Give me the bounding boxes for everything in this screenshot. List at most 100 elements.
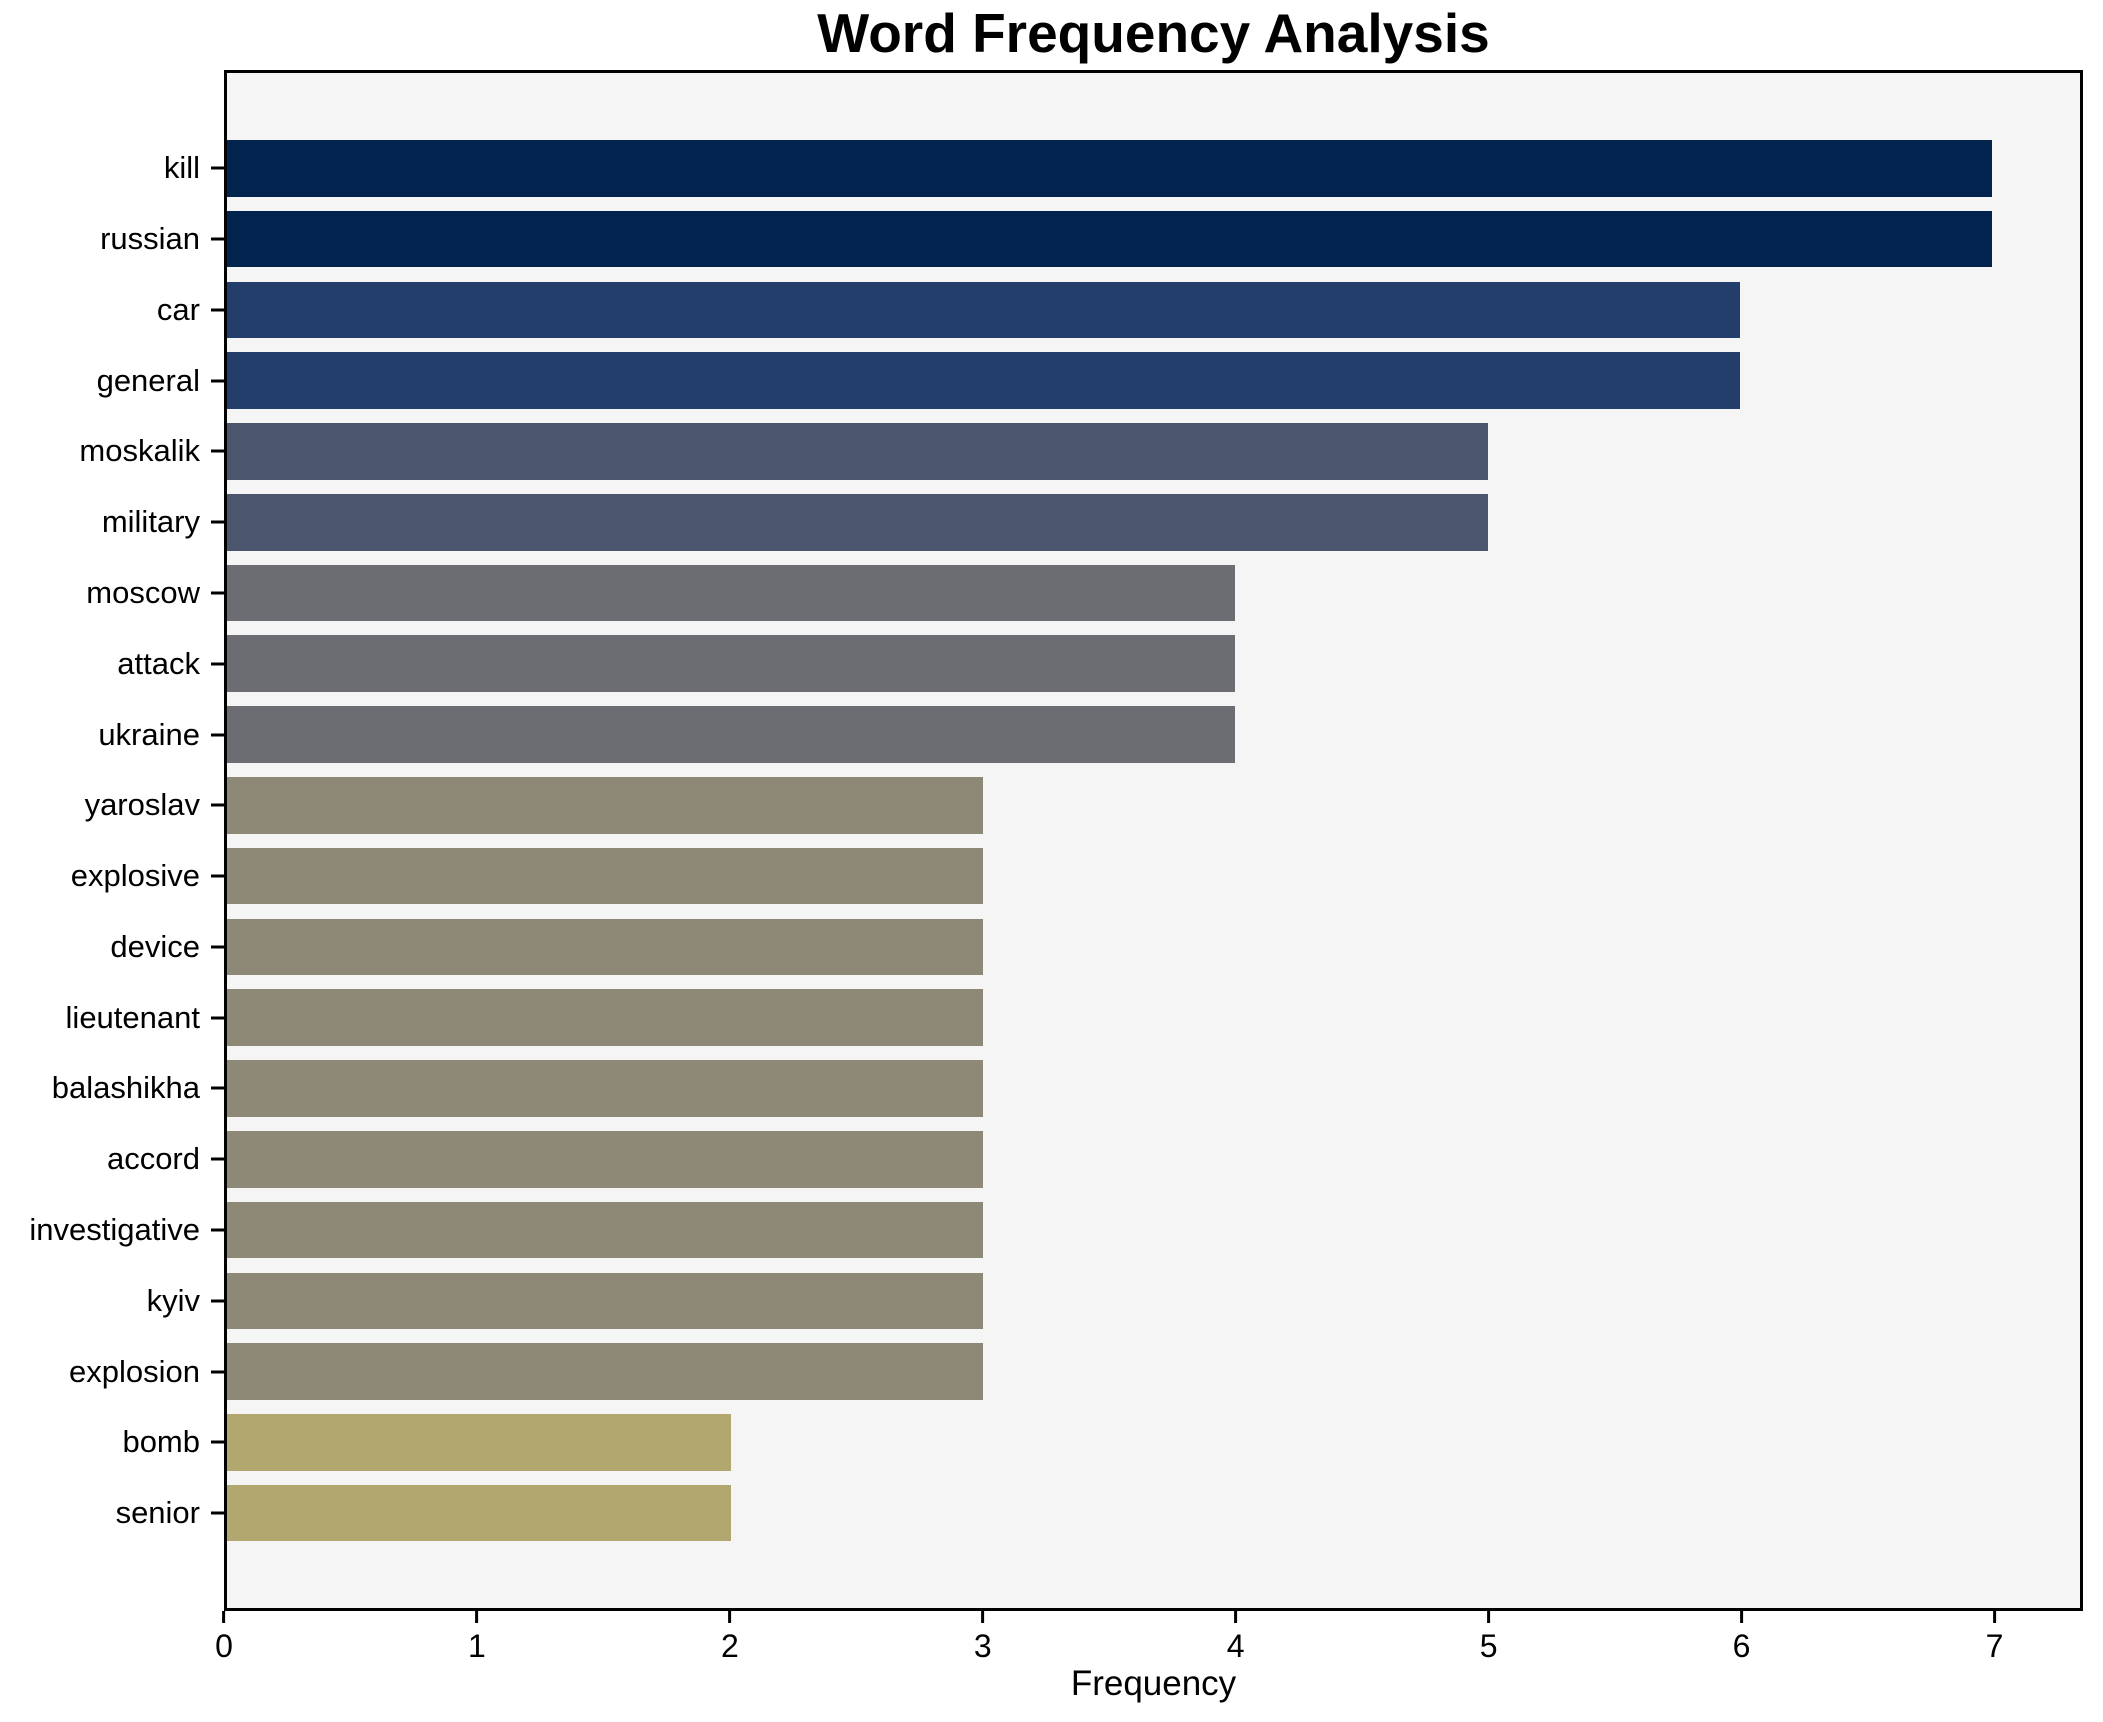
bar-row-balashikha: balashikha: [52, 1060, 2080, 1117]
y-tick-mark: [211, 1016, 224, 1020]
bar-explosion: [227, 1343, 984, 1400]
x-tick-mark: [1234, 1611, 1238, 1623]
bar-row-senior: senior: [116, 1484, 2080, 1542]
bar-car: [227, 281, 1740, 339]
y-tick-label-ukraine: ukraine: [98, 716, 200, 752]
x-tick-6: 6: [1732, 1611, 1751, 1664]
y-tick-label-car: car: [156, 291, 200, 327]
y-tick-label-bomb: bomb: [122, 1424, 200, 1460]
y-tick-label-kyiv: kyiv: [146, 1282, 200, 1318]
x-tick-mark: [728, 1611, 732, 1623]
bar-row-general: general: [97, 352, 2080, 409]
bar-investigative: [227, 1201, 984, 1259]
y-tick-mark: [211, 1157, 224, 1161]
y-tick-mark: [211, 449, 224, 453]
y-tick-label-device: device: [110, 928, 200, 964]
bar-attack: [227, 635, 1236, 693]
x-tick-label: 5: [1479, 1628, 1498, 1664]
y-tick-mark: [211, 1511, 224, 1515]
x-tick-label: 4: [1226, 1628, 1245, 1664]
bar-row-moskalik: moskalik: [79, 423, 2080, 480]
bar-row-accord: accord: [107, 1130, 2080, 1188]
x-tick-mark: [1487, 1611, 1491, 1623]
y-tick-mark: [211, 1228, 224, 1232]
plot-area: kill russian car general moskalik military mos…: [29, 70, 2083, 1611]
bar-row-car: car: [157, 281, 2080, 339]
y-tick-mark: [211, 591, 224, 595]
x-tick-mark: [981, 1611, 985, 1623]
y-tick-label-kill: kill: [163, 150, 200, 186]
x-tick-mark: [222, 1611, 226, 1623]
y-tick-label-military: military: [101, 504, 200, 540]
bar-row-russian: russian: [100, 210, 2080, 268]
y-tick-mark: [211, 1086, 224, 1090]
bar-moscow: [227, 564, 1236, 622]
y-tick-mark: [211, 166, 224, 170]
y-tick-label-moskalik: moskalik: [79, 433, 200, 469]
x-tick-0: 0: [215, 1611, 233, 1662]
bar-row-yaroslav: yaroslav: [85, 777, 2080, 834]
bar-row-kyiv: kyiv: [147, 1272, 2080, 1330]
x-tick-label: 0: [215, 1628, 233, 1664]
x-tick-label: 3: [973, 1628, 992, 1664]
y-tick-mark: [211, 733, 224, 737]
bar-explosive: [227, 847, 984, 905]
x-tick-mark: [475, 1611, 479, 1623]
bar-row-attack: attack: [117, 635, 2080, 693]
y-tick-label-lieutenant: lieutenant: [65, 999, 200, 1035]
bar-kill: [227, 140, 1992, 197]
bar-senior: [227, 1484, 732, 1542]
x-tick-7: 7: [1985, 1611, 2004, 1664]
bar-row-military: military: [102, 493, 2080, 551]
y-tick-label-investigative: investigative: [29, 1212, 200, 1248]
x-tick-2: 2: [721, 1611, 739, 1662]
bar-row-explosive: explosive: [71, 847, 2080, 905]
bar-ukraine: [227, 706, 1236, 763]
x-tick-label: 6: [1732, 1628, 1751, 1664]
x-tick-mark: [1740, 1611, 1744, 1623]
bar-yaroslav: [227, 777, 984, 834]
y-tick-label-explosion: explosion: [69, 1353, 200, 1389]
x-tick-label: 7: [1985, 1628, 2004, 1664]
bar-lieutenant: [227, 989, 984, 1046]
y-tick-mark: [211, 1440, 224, 1444]
x-tick-label: 1: [468, 1628, 486, 1664]
y-tick-mark: [211, 308, 224, 312]
bar-military: [227, 493, 1488, 551]
y-tick-mark: [211, 237, 224, 241]
x-tick-5: 5: [1480, 1611, 1498, 1662]
y-tick-label-balashikha: balashikha: [51, 1070, 200, 1106]
y-tick-label-explosive: explosive: [70, 858, 200, 894]
bar-row-ukraine: ukraine: [98, 706, 2080, 763]
bar-row-lieutenant: lieutenant: [66, 989, 2080, 1046]
bar-series: kill russian car general moskalik military mos…: [29, 140, 2080, 1542]
bar-russian: [227, 210, 1992, 268]
bar-row-explosion: explosion: [69, 1343, 2080, 1400]
bar-row-kill: kill: [164, 140, 2080, 197]
y-tick-label-attack: attack: [117, 645, 200, 681]
bar-row-device: device: [110, 918, 2080, 976]
y-tick-label-general: general: [96, 362, 200, 398]
y-tick-mark: [211, 520, 224, 524]
y-tick-mark: [211, 945, 224, 949]
y-tick-label-moscow: moscow: [86, 574, 200, 610]
y-tick-mark: [211, 1370, 224, 1374]
x-tick-1: 1: [468, 1611, 486, 1662]
y-tick-label-yaroslav: yaroslav: [84, 787, 200, 823]
bar-bomb: [227, 1414, 732, 1471]
bar-row-bomb: bomb: [122, 1414, 2080, 1471]
y-tick-mark: [211, 803, 224, 807]
x-tick-mark: [1992, 1611, 1996, 1623]
x-tick-4: 4: [1227, 1611, 1245, 1662]
bar-moskalik: [227, 423, 1488, 480]
y-tick-label-accord: accord: [106, 1141, 200, 1177]
bar-kyiv: [227, 1272, 984, 1330]
bar-accord: [227, 1130, 984, 1188]
x-axis: 0 1 2 3 4 5 6 7: [215, 1611, 2083, 1681]
y-tick-mark: [211, 379, 224, 383]
y-tick-label-senior: senior: [115, 1495, 200, 1531]
bar-balashikha: [227, 1060, 984, 1117]
x-tick-3: 3: [974, 1611, 992, 1662]
bar-row-moscow: moscow: [86, 564, 2080, 622]
